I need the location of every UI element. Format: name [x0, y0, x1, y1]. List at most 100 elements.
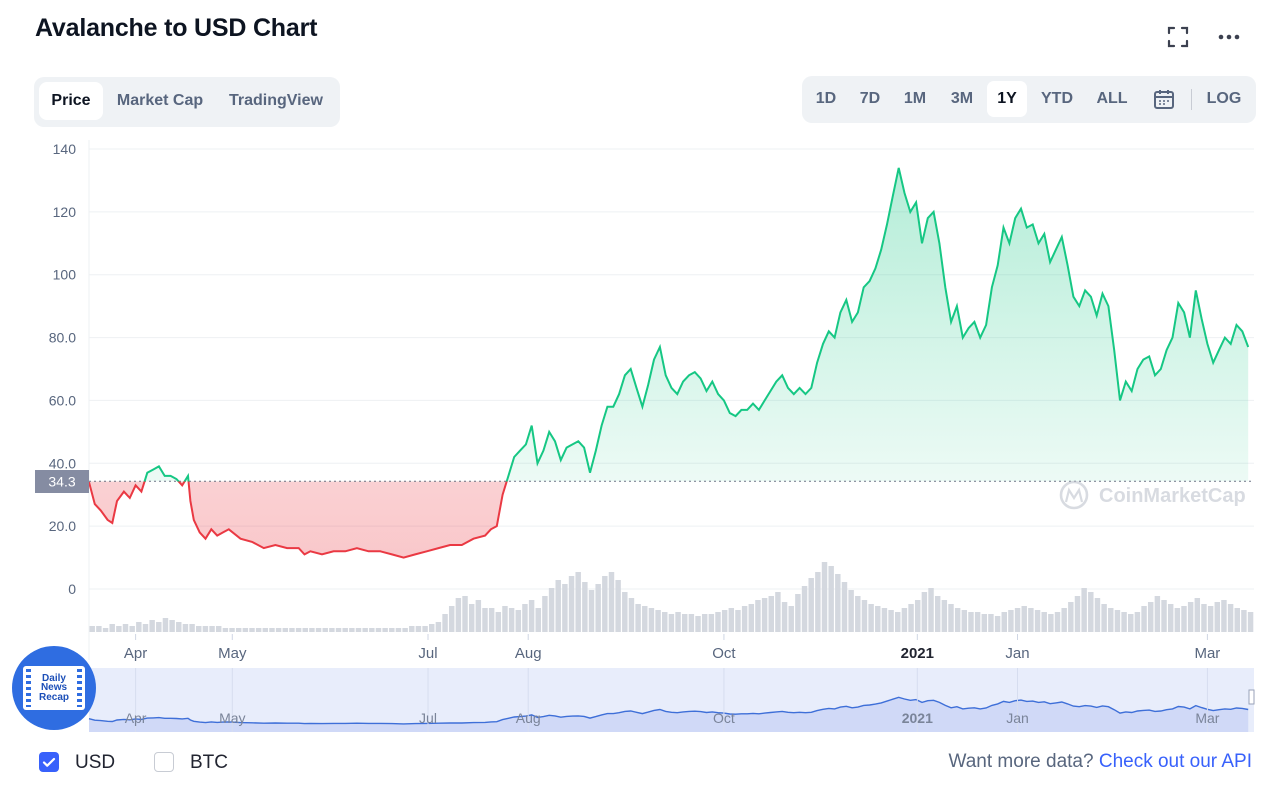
price-line-up [143, 167, 1250, 482]
volume-bar [322, 628, 328, 632]
y-tick-label: 60.0 [49, 392, 76, 408]
volume-bar [182, 624, 189, 632]
range-3m[interactable]: 3M [950, 90, 974, 107]
volume-bar [435, 622, 442, 632]
volume-bar [1174, 608, 1181, 632]
x-tick-label: Jan [1005, 645, 1029, 662]
navigator-label: 2021 [902, 710, 933, 726]
more-options-icon[interactable] [1216, 24, 1242, 50]
navigator-handle-right[interactable] [1248, 689, 1255, 705]
volume-bar [841, 582, 848, 632]
volume-bar [968, 612, 974, 632]
btc-checkbox[interactable] [154, 752, 174, 772]
volume-bar [861, 600, 868, 632]
volume-bar [788, 606, 794, 632]
range-7d[interactable]: 7D [859, 90, 881, 107]
volume-bar [741, 606, 748, 632]
volume-bar [468, 604, 475, 632]
volume-bar [542, 596, 548, 632]
volume-bar [156, 622, 162, 632]
daily-news-recap-badge: Daily News Recap [12, 646, 96, 730]
volume-bar [648, 608, 655, 632]
volume-bar [169, 620, 175, 632]
badge-line-3: Recap [38, 691, 69, 703]
volume-bar [908, 604, 914, 632]
tab-tradingview[interactable]: TradingView [229, 92, 323, 109]
volume-bar [1074, 596, 1081, 632]
volume-bar [362, 628, 368, 632]
navigator-label: Oct [713, 710, 735, 726]
volume-bar [761, 598, 768, 632]
volume-bar [1214, 602, 1221, 632]
volume-bar [1054, 612, 1061, 632]
volume-bar [502, 606, 508, 632]
volume-bar [928, 588, 934, 632]
volume-bar [1014, 608, 1021, 632]
volume-bar [389, 628, 395, 632]
volume-bar [382, 628, 388, 632]
usd-checkbox[interactable] [39, 752, 59, 772]
fullscreen-icon[interactable] [1165, 24, 1191, 50]
range-1d[interactable]: 1D [815, 90, 837, 107]
volume-bar [1161, 600, 1167, 632]
volume-bar [801, 586, 808, 632]
volume-bar [369, 628, 375, 632]
volume-bar [96, 626, 102, 632]
volume-bar [881, 608, 888, 632]
price-chart[interactable]: 140 120 100 80.0 60.0 40.0 20.0 0 34.3 Apr May Ju… [0, 0, 1280, 740]
api-link[interactable]: Check out our API [1098, 751, 1252, 772]
volume-bar [615, 580, 621, 632]
watermark-text: CoinMarketCap [1099, 485, 1246, 507]
volume-bar [708, 614, 715, 632]
volume-bar [981, 614, 988, 632]
volume-bar [89, 626, 95, 632]
range-1y[interactable]: 1Y [987, 81, 1027, 117]
volume-bar [1121, 612, 1127, 632]
volume-bar [795, 594, 801, 632]
range-ytd[interactable]: YTD [1041, 90, 1073, 107]
volume-bar [109, 624, 115, 632]
volume-bar [522, 604, 528, 632]
volume-bar [948, 604, 954, 632]
y-tick-label: 100 [53, 267, 77, 283]
volume-bar [535, 608, 541, 632]
badge-line-1: Daily [42, 672, 66, 684]
volume-bar [681, 614, 688, 632]
volume-bar [395, 628, 402, 632]
y-tick-label: 140 [53, 141, 77, 157]
volume-bar [1247, 612, 1254, 632]
volume-bar [1181, 606, 1187, 632]
volume-bar [735, 610, 741, 632]
range-all[interactable]: ALL [1096, 90, 1128, 107]
volume-bar [242, 628, 249, 632]
range-1m[interactable]: 1M [903, 90, 927, 107]
volume-bar [781, 602, 788, 632]
volume-bar [655, 610, 661, 632]
calendar-icon[interactable] [1152, 87, 1176, 111]
volume-bar [269, 628, 275, 632]
tab-market-cap[interactable]: Market Cap [116, 92, 204, 109]
volume-bar [1101, 604, 1107, 632]
volume-bar [695, 616, 701, 632]
volume-bar [202, 626, 209, 632]
tab-price[interactable]: Price [39, 82, 103, 120]
volume-bar [808, 578, 814, 632]
watermark: CoinMarketCap [1059, 480, 1246, 510]
api-promo-text: Want more data? [948, 751, 1094, 772]
volume-bar [402, 628, 408, 632]
volume-bar [662, 612, 668, 632]
volume-bar [102, 628, 109, 632]
log-scale-button[interactable]: LOG [1206, 90, 1242, 107]
navigator-label: Jul [419, 710, 437, 726]
x-tick-label: Mar [1194, 645, 1220, 662]
volume-bar [355, 628, 362, 632]
volume-bar [295, 628, 302, 632]
volume-bar [1088, 592, 1094, 632]
volume-bar [142, 624, 149, 632]
volume-bar [448, 606, 455, 632]
volume-bar [136, 622, 142, 632]
volume-bar [635, 604, 641, 632]
volume-bar [622, 592, 628, 632]
x-tick-label: Aug [515, 645, 542, 662]
range-navigator[interactable]: Apr May Jul Aug Oct 2021 Jan Mar [88, 668, 1255, 732]
